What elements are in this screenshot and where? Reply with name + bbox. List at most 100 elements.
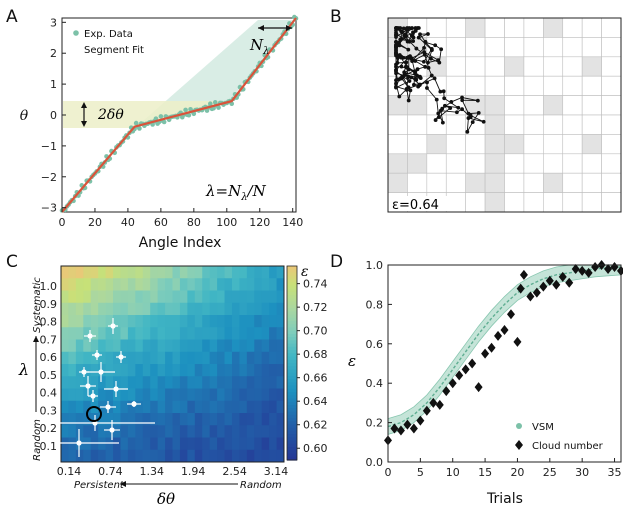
heatmap-cell (135, 376, 144, 389)
heatmap-cell (113, 400, 121, 414)
grid-cell (484, 17, 505, 38)
heatmap-cell (224, 302, 233, 316)
trajectory-point (414, 46, 419, 51)
x-tick-label: 140 (282, 216, 303, 229)
heatmap-cell (217, 351, 226, 365)
exp-data-point (191, 111, 197, 117)
n-lambda-label: Nλ (249, 36, 269, 57)
heatmap-cell (231, 400, 240, 414)
trajectory-point (394, 50, 398, 55)
trajectory-point (399, 64, 404, 69)
heatmap-cell (142, 339, 151, 353)
heatmap-cell (239, 400, 248, 414)
heatmap-cell (75, 339, 84, 353)
grid-cell (465, 192, 486, 213)
trajectory-point (425, 86, 429, 90)
colorbar-step (287, 421, 297, 426)
heatmap-cell (61, 302, 69, 316)
heatmap-cell (269, 278, 278, 291)
heatmap-cell (157, 413, 166, 426)
colorbar-step (287, 372, 297, 377)
heatmap-cell (209, 376, 218, 389)
heatmap-cell (224, 376, 233, 389)
heatmap-cell (172, 413, 181, 426)
legend-fit-label: Segment Fit (84, 45, 144, 56)
colorbar-step (287, 346, 297, 351)
grid-cell (445, 134, 466, 155)
grid-cell (562, 37, 583, 58)
heatmap-cell (202, 302, 211, 316)
heatmap-cell (98, 425, 107, 438)
heatmap-cell (98, 302, 107, 316)
legend-cloud-label: Cloud number (532, 441, 604, 452)
heatmap-cell (127, 437, 136, 451)
trajectory-point (412, 82, 416, 87)
heatmap-cell (231, 364, 240, 377)
trajectory-point (416, 35, 421, 40)
heatmap-cell (142, 413, 151, 426)
heatmap-cell (231, 413, 240, 426)
heatmap-cell (68, 413, 77, 426)
heatmap-cell (194, 437, 203, 451)
heatmap-cell (105, 315, 114, 328)
heatmap-cell (217, 400, 226, 414)
colorbar-step (287, 295, 297, 299)
grid-cell (601, 17, 622, 38)
cloud-number-point (487, 342, 496, 353)
heatmap-cell (113, 413, 121, 426)
epsilon-label: ε=0.64 (392, 198, 439, 213)
trajectory-point (406, 98, 411, 103)
heatmap-cell (239, 449, 248, 463)
heatmap-cell (194, 339, 203, 353)
x-tick-label: 40 (121, 216, 135, 229)
grid-cell (562, 172, 583, 193)
heatmap-cell (217, 302, 226, 316)
trajectory-point (470, 120, 475, 125)
heatmap-cell (165, 449, 173, 463)
exp-data-point (208, 101, 213, 107)
trajectory-point (409, 56, 414, 61)
trajectory-point (397, 94, 402, 99)
heatmap-cell (202, 449, 211, 463)
trajectory-point (410, 59, 415, 64)
heatmap-cell (135, 449, 144, 463)
colorbar-step (287, 408, 297, 413)
colorbar-step (287, 450, 297, 455)
trajectory-point (438, 89, 443, 94)
y-tick-label: 0.8 (40, 316, 58, 329)
trajectory-point (409, 75, 414, 80)
heatmap-cell (246, 266, 255, 279)
heatmap-cell (83, 364, 92, 377)
panel-c: 0.14 0.74 1.34 1.94 2.54 3.14 0.1 0.2 0.3 0.4 0.5 0… (18, 264, 328, 508)
heatmap-cell (135, 302, 144, 316)
cloud-number-point (474, 382, 483, 393)
axes-a-ticks: 0 20 40 60 80 100 120 140 −3 −2 −1 0 1 2 3 (41, 16, 303, 229)
heatmap-cell (120, 449, 129, 463)
colorbar-frame (286, 265, 298, 461)
colorbar-step (287, 308, 297, 312)
grid-cell (484, 153, 505, 174)
heatmap-cell (202, 315, 211, 328)
heatmap-cell (113, 315, 121, 328)
heatmap-cell (239, 302, 248, 316)
heatmap-cell (105, 364, 114, 377)
heatmap-cell (142, 278, 151, 291)
trajectory-point (440, 106, 445, 111)
heatmap-cell (135, 388, 144, 402)
heatmap-cell (157, 266, 166, 279)
colorbar-step (287, 282, 297, 286)
grid-cell (581, 75, 602, 96)
colorbar-tick-label: 0.70 (303, 325, 328, 338)
heatmap-cell (157, 351, 166, 365)
trajectory-point (466, 111, 471, 116)
heatmap-cell (194, 351, 203, 365)
heatmap-cell (276, 302, 285, 316)
heatmap-cell (98, 376, 107, 389)
grid-cell (504, 153, 525, 174)
y-tick-label: 0.3 (40, 404, 58, 417)
heatmap-cell (269, 437, 278, 451)
cloud-number-point (461, 364, 470, 375)
cloud-number-point (494, 330, 503, 341)
delta-arrow-head-bottom (81, 121, 87, 127)
heatmap-cell (217, 413, 226, 426)
